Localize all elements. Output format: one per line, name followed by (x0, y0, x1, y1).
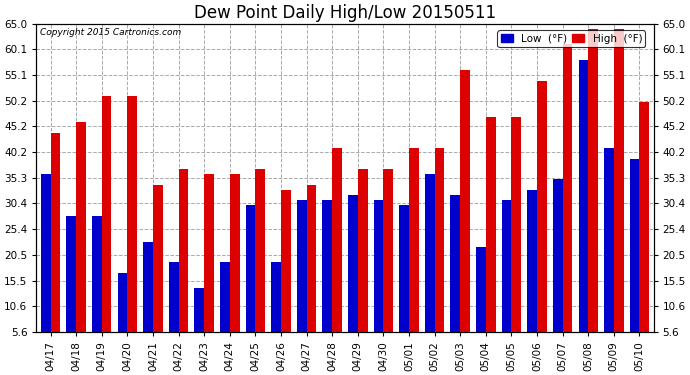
Bar (128, 96, 137, 332)
Bar (220, 262, 230, 332)
Bar (614, 29, 624, 332)
Bar (562, 45, 573, 332)
Bar (271, 262, 281, 332)
Title: Dew Point Daily High/Low 20150511: Dew Point Daily High/Low 20150511 (194, 4, 496, 22)
Bar (169, 262, 179, 332)
Bar (41, 174, 50, 332)
Bar (511, 117, 521, 332)
Bar (409, 148, 419, 332)
Bar (604, 148, 614, 332)
Bar (179, 169, 188, 332)
Bar (195, 288, 204, 332)
Bar (553, 179, 562, 332)
Bar (400, 206, 409, 332)
Bar (332, 148, 342, 332)
Bar (451, 195, 460, 332)
Bar (281, 190, 290, 332)
Bar (76, 122, 86, 332)
Bar (435, 148, 444, 332)
Bar (144, 242, 153, 332)
Bar (589, 29, 598, 332)
Bar (384, 169, 393, 332)
Bar (255, 169, 265, 332)
Bar (358, 169, 368, 332)
Bar (630, 159, 640, 332)
Bar (246, 206, 255, 332)
Bar (204, 174, 214, 332)
Bar (297, 200, 306, 332)
Bar (537, 81, 546, 332)
Bar (348, 195, 358, 332)
Bar (374, 200, 384, 332)
Bar (117, 273, 128, 332)
Bar (425, 174, 435, 332)
Bar (322, 200, 332, 332)
Bar (92, 216, 101, 332)
Bar (502, 200, 511, 332)
Bar (66, 216, 76, 332)
Text: Copyright 2015 Cartronics.com: Copyright 2015 Cartronics.com (39, 28, 181, 38)
Bar (486, 117, 495, 332)
Bar (476, 247, 486, 332)
Bar (101, 96, 112, 332)
Bar (460, 70, 470, 332)
Legend: Low  (°F), High  (°F): Low (°F), High (°F) (497, 30, 645, 47)
Bar (230, 174, 239, 332)
Bar (578, 60, 589, 332)
Bar (527, 190, 537, 332)
Bar (50, 133, 60, 332)
Bar (640, 102, 649, 332)
Bar (153, 184, 163, 332)
Bar (306, 184, 316, 332)
